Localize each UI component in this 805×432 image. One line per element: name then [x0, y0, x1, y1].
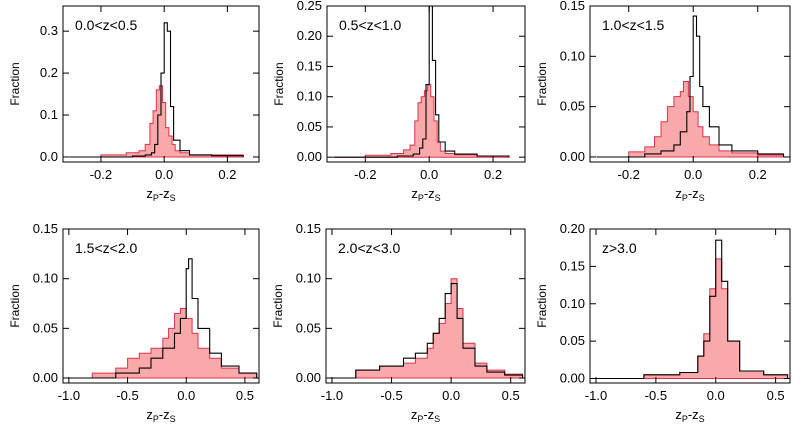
- plot-area: [596, 239, 789, 380]
- y-tick-label: 0.05: [296, 320, 321, 335]
- axes-frame: [62, 228, 260, 384]
- panel-1: -0.2 0.0 0.2 0.0 0.1 0.2 0.3 0.0<z<0.5 Fraction z…: [8, 5, 260, 203]
- y-axis-label: Fraction: [535, 284, 549, 327]
- x-tick-label: 0.5: [236, 388, 254, 403]
- plot-area: [68, 258, 258, 379]
- y-tick-label: 0.15: [297, 58, 322, 73]
- y-tick-label: 0.05: [560, 333, 585, 348]
- x-tick-label: 0.2: [484, 167, 502, 182]
- y-tick-label: 0.15: [560, 258, 585, 273]
- y-tick-label: 0.00: [33, 370, 58, 385]
- series-filled-histogram: [596, 258, 789, 379]
- series-outline-histogram: [68, 258, 258, 379]
- y-axis-label: Fraction: [8, 284, 22, 327]
- x-tick-label: 0.0: [442, 388, 460, 403]
- axes-frame: [62, 5, 260, 163]
- panel-title: 0.0<z<0.5: [75, 17, 137, 33]
- y-tick-label: 0.15: [560, 0, 585, 13]
- y-tick-label: 0.10: [296, 271, 321, 286]
- x-tick-label: 0.0: [177, 388, 195, 403]
- series-outline-histogram: [596, 15, 785, 158]
- series-outline-histogram: [596, 239, 789, 380]
- panel-title: 1.0<z<1.5: [602, 17, 664, 33]
- x-axis-label: zP-zS: [675, 186, 704, 203]
- axes-frame: [589, 228, 791, 384]
- x-tick-label: 0.0: [707, 388, 725, 403]
- x-tick-label: 0.5: [767, 388, 785, 403]
- x-tick-label: -1.0: [321, 388, 343, 403]
- series-outline-histogram: [69, 22, 244, 158]
- x-tick-label: -0.5: [645, 388, 667, 403]
- axes-frame: [325, 228, 526, 384]
- x-tick-label: -1.0: [585, 388, 607, 403]
- x-tick-label: 0.0: [420, 167, 438, 182]
- series-filled-histogram: [68, 308, 258, 379]
- y-tick-label: 0.00: [296, 370, 321, 385]
- y-tick-label: 0.00: [297, 149, 322, 164]
- x-axis-label: zP-zS: [411, 186, 440, 203]
- x-tick-label: 0.2: [218, 167, 236, 182]
- x-axis-label: zP-zS: [411, 407, 440, 424]
- y-tick-label: 0.10: [560, 296, 585, 311]
- x-axis-label: zP-zS: [675, 407, 704, 424]
- y-tick-label: 0.25: [297, 0, 322, 13]
- panel-4: -1.0 -0.5 0.0 0.5 0.00 0.05 0.10 0.15 1.5<z<2.0 F…: [8, 221, 260, 424]
- y-tick-label: 0.10: [297, 89, 322, 104]
- y-tick-label: 0.0: [40, 149, 58, 164]
- series-filled-histogram: [332, 278, 524, 379]
- y-tick-label: 0.1: [40, 107, 58, 122]
- x-tick-label: -0.2: [90, 167, 112, 182]
- panel-title: 1.5<z<2.0: [75, 240, 137, 256]
- y-axis-label: Fraction: [535, 62, 549, 105]
- y-tick-label: 0.20: [297, 28, 322, 43]
- y-tick-label: 0.20: [560, 221, 585, 236]
- y-tick-label: 0.15: [33, 221, 58, 236]
- plot-area: [333, 6, 510, 158]
- x-tick-label: -0.2: [618, 167, 640, 182]
- series-filled-histogram: [333, 84, 510, 158]
- y-tick-label: 0.3: [40, 23, 58, 38]
- plot-area: [596, 15, 785, 158]
- y-tick-label: 0.00: [560, 149, 585, 164]
- y-axis-label: Fraction: [271, 284, 285, 327]
- plot-area: [332, 278, 524, 379]
- x-tick-label: 0.2: [749, 167, 767, 182]
- x-tick-label: 0.0: [684, 167, 702, 182]
- y-axis-label: Fraction: [8, 62, 22, 105]
- y-tick-label: 0.05: [560, 99, 585, 114]
- panel-5: -1.0 -0.5 0.0 0.5 0.00 0.05 0.10 0.15 2.0<z<3.0 F…: [271, 221, 526, 424]
- x-axis-label: zP-zS: [146, 186, 175, 203]
- plot-area: [69, 22, 244, 158]
- y-tick-label: 0.10: [560, 48, 585, 63]
- series-outline-histogram: [332, 283, 524, 379]
- y-axis-label: Fraction: [272, 62, 286, 105]
- panel-title: 0.5<z<1.0: [339, 17, 401, 33]
- x-tick-label: -0.2: [354, 167, 376, 182]
- x-tick-label: 0.5: [502, 388, 520, 403]
- panel-3: -0.2 0.0 0.2 0.00 0.05 0.10 0.15 1.0<z<1.5 Fract…: [535, 0, 791, 203]
- y-tick-label: 0.05: [33, 320, 58, 335]
- y-tick-label: 0.15: [296, 221, 321, 236]
- x-tick-label: -0.5: [116, 388, 138, 403]
- y-tick-label: 0.10: [33, 271, 58, 286]
- panel-title: z>3.0: [602, 240, 637, 256]
- panel-2: -0.2 0.0 0.2 0.00 0.05 0.10 0.15 0.20 0.25 0.5<z<…: [272, 0, 526, 203]
- x-tick-label: -0.5: [380, 388, 402, 403]
- y-tick-label: 0.00: [560, 371, 585, 386]
- axes-frame: [326, 5, 526, 163]
- panel-6: -1.0 -0.5 0.0 0.5 0.00 0.05 0.10 0.15 0.20 z>3.0 F…: [535, 221, 791, 424]
- x-axis-label: zP-zS: [146, 407, 175, 424]
- x-tick-label: -1.0: [58, 388, 80, 403]
- panel-title: 2.0<z<3.0: [338, 240, 400, 256]
- series-filled-histogram: [69, 85, 244, 158]
- y-tick-label: 0.05: [297, 119, 322, 134]
- x-tick-label: 0.0: [155, 167, 173, 182]
- y-tick-label: 0.2: [40, 65, 58, 80]
- series-outline-histogram: [333, 6, 510, 158]
- axes-frame: [589, 5, 791, 163]
